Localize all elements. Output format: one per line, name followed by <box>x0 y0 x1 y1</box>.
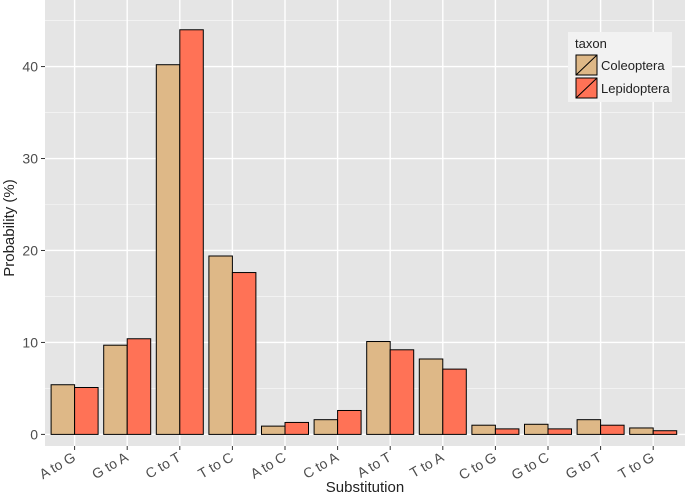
bar-lepidoptera <box>652 430 678 435</box>
grid-minor <box>45 20 685 389</box>
legend-label-coleoptera: Coleoptera <box>601 58 665 73</box>
y-tick-label: 30 <box>22 151 38 167</box>
x-tick-label: A to T <box>354 449 394 481</box>
bars <box>50 29 678 435</box>
y-tick-label: 40 <box>22 59 38 75</box>
bar-lepidoptera <box>547 428 572 435</box>
x-tick-label: C to G <box>456 449 499 483</box>
bar-lepidoptera <box>442 368 467 435</box>
bar-coleoptera <box>576 419 602 435</box>
x-tick-label: G to T <box>563 449 605 482</box>
bar-lepidoptera <box>231 272 257 435</box>
legend: taxon Coleoptera Lepidoptera <box>568 32 672 102</box>
bar-coleoptera <box>155 64 181 435</box>
x-axis: A to G G to A C to T T to C A to C C to A A to… <box>36 446 657 483</box>
legend-items: Coleoptera Lepidoptera <box>575 54 670 99</box>
x-tick-label: G to A <box>89 448 131 482</box>
bar-lepidoptera <box>389 349 415 435</box>
bar-coleoptera <box>524 423 549 435</box>
x-tick-label: T to A <box>407 448 447 480</box>
bar-coleoptera <box>471 424 496 435</box>
bar-lepidoptera <box>179 29 204 435</box>
bar-coleoptera <box>313 419 339 435</box>
y-tick-label: 20 <box>22 242 38 258</box>
x-tick-label: T to G <box>615 449 656 482</box>
legend-title: taxon <box>575 36 607 51</box>
x-tick-label: A to G <box>36 449 78 482</box>
x-tick-label: C to A <box>300 448 342 481</box>
x-tick-label: C to T <box>142 449 183 482</box>
grid-major <box>45 0 685 446</box>
legend-key-slash <box>575 77 598 99</box>
bar-lepidoptera <box>600 424 625 435</box>
legend-label-lepidoptera: Lepidoptera <box>601 81 670 96</box>
bar-coleoptera <box>208 255 233 435</box>
x-axis-title: Substitution <box>326 479 404 496</box>
bar-coleoptera <box>629 427 654 435</box>
bar-coleoptera <box>50 384 76 435</box>
bar-lepidoptera <box>494 428 520 435</box>
x-tick-label: A to C <box>247 449 288 482</box>
y-axis: 0 10 20 30 40 <box>22 59 45 442</box>
x-tick-label: T to C <box>195 449 236 482</box>
bar-lepidoptera <box>74 387 99 435</box>
bar-coleoptera <box>366 341 391 435</box>
bar-coleoptera <box>418 358 444 435</box>
bar-lepidoptera <box>337 409 362 435</box>
x-tick-label: G to C <box>508 449 551 483</box>
y-tick-label: 10 <box>22 334 38 350</box>
y-axis-title: Probability (%) <box>1 179 18 277</box>
bar-lepidoptera <box>126 338 152 435</box>
bar-lepidoptera <box>284 421 309 435</box>
y-tick-label: 0 <box>30 426 38 442</box>
bar-coleoptera <box>261 425 286 435</box>
legend-key-slash <box>575 54 598 76</box>
bar-coleoptera <box>103 344 128 435</box>
